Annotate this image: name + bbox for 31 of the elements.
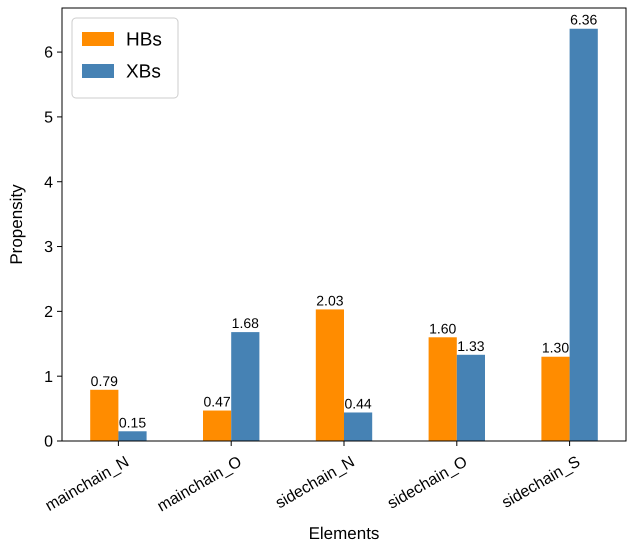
data-label: 1.33: [457, 338, 485, 354]
data-label: 2.03: [316, 292, 344, 308]
y-tick-label: 3: [44, 239, 54, 256]
y-tick-label: 4: [44, 174, 54, 192]
bar: [344, 412, 372, 441]
bar: [203, 410, 232, 441]
data-label: 0.15: [118, 414, 146, 430]
bar: [570, 28, 598, 441]
data-label: 1.60: [429, 320, 457, 336]
x-axis-title: Elements: [308, 524, 380, 543]
data-label: 0.44: [344, 395, 372, 412]
bar: [428, 337, 457, 441]
data-label: 0.47: [203, 394, 231, 410]
bar: [118, 431, 147, 441]
bar: [316, 309, 344, 441]
data-label: 1.30: [542, 340, 570, 356]
y-tick-label: 2: [44, 304, 54, 321]
y-axis-title: Propensity: [7, 184, 26, 265]
y-tick-label: 1: [44, 368, 54, 386]
data-label: 6.36: [570, 12, 598, 28]
bar: [90, 390, 118, 441]
y-tick-label: 0: [44, 434, 54, 451]
bar: [541, 356, 570, 441]
bar: [231, 332, 260, 441]
bar: [456, 354, 485, 441]
y-tick-label: 6: [44, 44, 54, 62]
data-label: 1.68: [232, 315, 260, 332]
legend-label: HBs: [126, 30, 162, 51]
y-tick-label: 5: [44, 110, 54, 126]
legend-label: XBs: [126, 62, 161, 83]
data-label: 0.79: [90, 372, 118, 389]
